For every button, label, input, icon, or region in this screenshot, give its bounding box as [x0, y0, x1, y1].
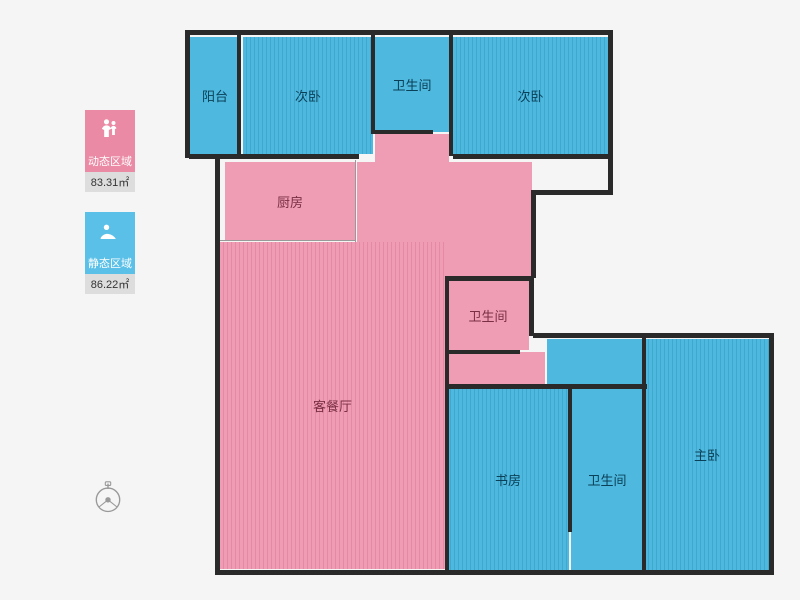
wall-segment	[608, 30, 613, 195]
room-bed2b: 次卧	[453, 37, 608, 154]
room-kitchen: 厨房	[225, 162, 355, 240]
room-bed2a: 次卧	[243, 37, 373, 154]
wall-segment	[769, 333, 774, 575]
wall-segment	[449, 34, 453, 156]
room-label: 卫生间	[392, 75, 431, 94]
room-bath1: 卫生间	[375, 37, 449, 132]
room-label: 主卧	[694, 445, 720, 464]
wall-segment	[371, 34, 375, 134]
rest-icon	[85, 212, 135, 252]
wall-segment	[185, 30, 613, 35]
room-hallway3	[447, 352, 545, 386]
room-label: 卫生间	[468, 306, 507, 325]
wall-segment	[529, 276, 534, 336]
room-label: 厨房	[277, 192, 303, 211]
wall-segment	[445, 276, 533, 281]
legend-static-value: 86.22㎡	[85, 274, 135, 294]
room-hallway4	[547, 339, 643, 385]
wall-segment	[185, 30, 190, 158]
floor-plan: 阳台次卧卫生间次卧厨房卫生间客餐厅书房卫生间主卧	[185, 30, 775, 585]
room-living: 客餐厅	[220, 242, 445, 569]
wall-segment	[215, 157, 220, 575]
wall-segment	[453, 154, 613, 159]
people-icon	[85, 110, 135, 150]
wall-segment	[445, 384, 449, 574]
wall-segment	[445, 276, 449, 386]
legend-static: 静态区域 86.22㎡	[80, 212, 140, 294]
partition-line	[355, 160, 356, 242]
room-balcony: 阳台	[190, 37, 240, 154]
room-label: 客餐厅	[313, 396, 352, 415]
wall-segment	[568, 387, 572, 532]
legend-panel: 动态区域 83.31㎡ 静态区域 86.22㎡	[80, 110, 140, 314]
room-study: 书房	[447, 388, 569, 570]
room-label: 书房	[495, 470, 521, 489]
wall-segment	[533, 333, 773, 338]
wall-segment	[445, 350, 520, 354]
wall-segment	[531, 190, 611, 195]
room-bath3: 卫生间	[571, 388, 643, 570]
room-label: 次卧	[517, 86, 543, 105]
room-label: 卫生间	[587, 470, 626, 489]
compass-icon	[90, 480, 126, 521]
legend-dynamic-value: 83.31㎡	[85, 172, 135, 192]
wall-segment	[531, 190, 536, 278]
legend-dynamic-label: 动态区域	[85, 150, 135, 172]
room-bath2: 卫生间	[447, 280, 529, 350]
room-label: 次卧	[295, 86, 321, 105]
legend-static-label: 静态区域	[85, 252, 135, 274]
room-master: 主卧	[645, 339, 769, 570]
partition-line	[220, 240, 355, 241]
wall-segment	[215, 570, 774, 575]
wall-segment	[237, 34, 241, 156]
wall-segment	[445, 384, 647, 389]
wall-segment	[642, 336, 646, 574]
room-label: 阳台	[202, 86, 228, 105]
legend-dynamic: 动态区域 83.31㎡	[80, 110, 140, 192]
wall-segment	[373, 130, 433, 134]
